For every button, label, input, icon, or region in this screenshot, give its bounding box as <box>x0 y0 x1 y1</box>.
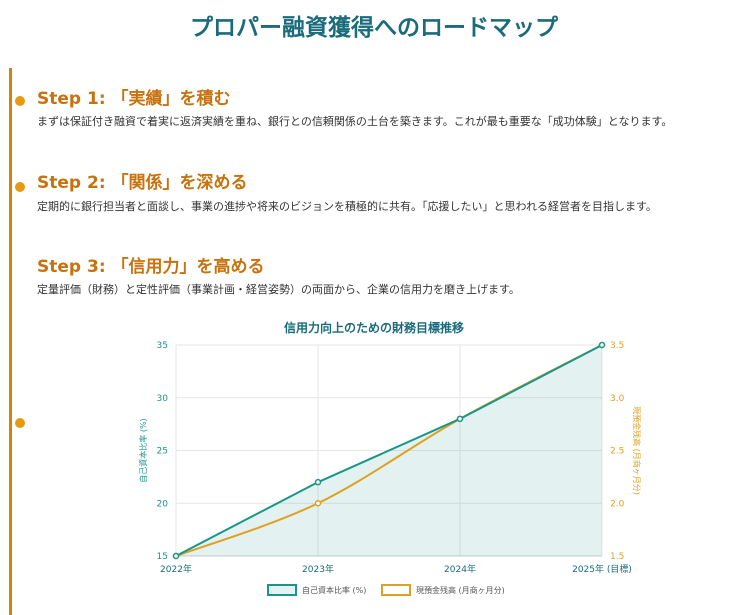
financial-target-chart: 信用力向上のための財務目標推移 15 20 25 30 35 1.5 2.0 2.5 3.0 3.5… <box>138 320 642 596</box>
step-3-heading: Step 3: 「信用力」を高める <box>37 257 265 277</box>
y-right-tick-label: 3.5 <box>610 341 624 351</box>
legend-swatch-series-1 <box>267 584 297 596</box>
step-2-heading: Step 2: 「関係」を深める <box>37 173 248 193</box>
step-2-description: 定期的に銀行担当者と面談し、事業の進捗や将来のビジョンを積極的に共有。「応援した… <box>37 200 657 213</box>
legend-label-series-2: 現預金残高 (月商ヶ月分) <box>416 585 505 595</box>
series-1-point <box>456 415 464 423</box>
y-right-tick-label: 2.5 <box>610 447 624 457</box>
y-left-tick-label: 35 <box>157 341 168 351</box>
step-1-heading: Step 1: 「実績」を積む <box>37 89 231 109</box>
y-left-tick-label: 15 <box>157 552 168 562</box>
chart-title: 信用力向上のための財務目標推移 <box>284 320 464 335</box>
y-right-tick-label: 2.0 <box>610 499 625 509</box>
legend-swatch-series-2 <box>381 584 411 596</box>
step-3-description: 定量評価（財務）と定性評価（事業計画・経営姿勢）の両面から、企業の信用力を磨き上… <box>37 283 520 296</box>
x-tick-label: 2022年 <box>160 563 192 575</box>
timeline-dot-step-3 <box>15 418 25 428</box>
page-title: プロパー融資獲得へのロードマップ <box>190 15 558 41</box>
y-left-tick-label: 30 <box>157 394 169 404</box>
legend-label-series-1: 自己資本比率 (%) <box>302 585 366 595</box>
series-1-line <box>175 344 603 557</box>
series-1-point <box>314 478 322 486</box>
x-tick-label: 2025年 (目標) <box>572 563 632 575</box>
x-tick-label: 2023年 <box>302 563 334 575</box>
x-tick-label: 2024年 <box>444 563 476 575</box>
series-1-point <box>598 341 606 349</box>
step-1-description: まずは保証付き融資で着実に返済実績を重ね、銀行との信頼関係の土台を築きます。これ… <box>37 115 673 128</box>
series-2-point <box>314 500 322 507</box>
y-left-tick-label: 25 <box>157 447 168 457</box>
y-left-axis-label: 自己資本比率 (%) <box>138 418 148 482</box>
timeline-dot-step-2 <box>15 182 25 192</box>
series-1-point <box>172 552 180 560</box>
timeline-dot-step-1 <box>15 96 25 106</box>
y-left-tick-label: 20 <box>157 499 169 509</box>
y-right-axis-label: 現預金残高 (月商ヶ月分) <box>632 406 642 495</box>
y-right-tick-label: 1.5 <box>610 552 624 562</box>
y-right-tick-label: 3.0 <box>610 394 625 404</box>
timeline-line <box>9 68 12 615</box>
